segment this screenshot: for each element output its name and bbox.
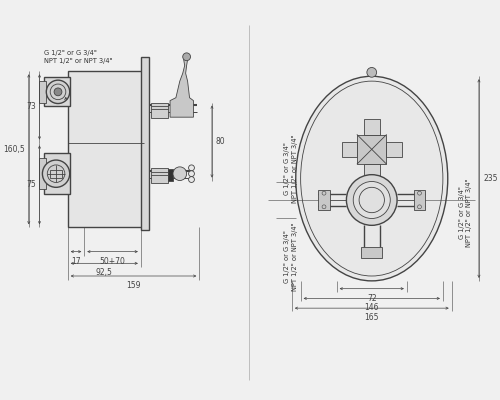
Text: G 1/2" or G 3/4"
NPT 1/2" or NPT 3/4": G 1/2" or G 3/4" NPT 1/2" or NPT 3/4": [284, 135, 298, 203]
Bar: [361, 247, 382, 258]
Text: 146: 146: [364, 303, 379, 312]
Bar: [141, 57, 148, 230]
Circle shape: [188, 177, 194, 182]
Text: 159: 159: [126, 281, 141, 290]
Text: 75: 75: [26, 180, 36, 189]
Circle shape: [367, 68, 376, 77]
Bar: [44, 153, 70, 194]
Text: 73: 73: [26, 102, 36, 112]
Circle shape: [173, 167, 186, 180]
Bar: [342, 142, 357, 157]
Text: 160,5: 160,5: [3, 145, 25, 154]
Bar: [357, 135, 386, 164]
Bar: [386, 142, 402, 157]
Bar: [364, 164, 380, 180]
Bar: [68, 71, 144, 227]
Bar: [150, 168, 168, 184]
Bar: [318, 190, 330, 210]
Text: 50+70: 50+70: [100, 256, 126, 266]
Circle shape: [188, 171, 194, 177]
Bar: [38, 158, 46, 189]
Bar: [414, 190, 426, 210]
Text: 92,5: 92,5: [96, 268, 112, 277]
Bar: [364, 119, 380, 135]
Polygon shape: [170, 57, 194, 117]
Bar: [38, 81, 46, 102]
Circle shape: [46, 80, 70, 104]
Bar: [50, 170, 62, 178]
Circle shape: [346, 175, 397, 225]
Text: G 1/2" or G 3/4"
NPT 1/2" or NPT 3/4": G 1/2" or G 3/4" NPT 1/2" or NPT 3/4": [284, 222, 298, 291]
Text: 235: 235: [484, 174, 498, 183]
Text: 72: 72: [367, 294, 376, 302]
Text: G 1/2" or G 3/4"
NPT 1/2" or NPT 3/4": G 1/2" or G 3/4" NPT 1/2" or NPT 3/4": [458, 178, 472, 247]
Ellipse shape: [296, 76, 448, 281]
Bar: [367, 178, 376, 189]
Circle shape: [182, 53, 190, 61]
Text: G 1/2" or G 3/4"
NPT 1/2" or NPT 3/4": G 1/2" or G 3/4" NPT 1/2" or NPT 3/4": [44, 50, 113, 64]
Circle shape: [42, 160, 70, 187]
Bar: [150, 102, 168, 118]
Text: 165: 165: [364, 313, 379, 322]
Circle shape: [54, 88, 62, 96]
Circle shape: [188, 165, 194, 171]
Bar: [44, 77, 70, 106]
Bar: [168, 169, 173, 180]
Circle shape: [353, 182, 391, 218]
Text: 17: 17: [71, 256, 81, 266]
Text: 80: 80: [216, 137, 226, 146]
